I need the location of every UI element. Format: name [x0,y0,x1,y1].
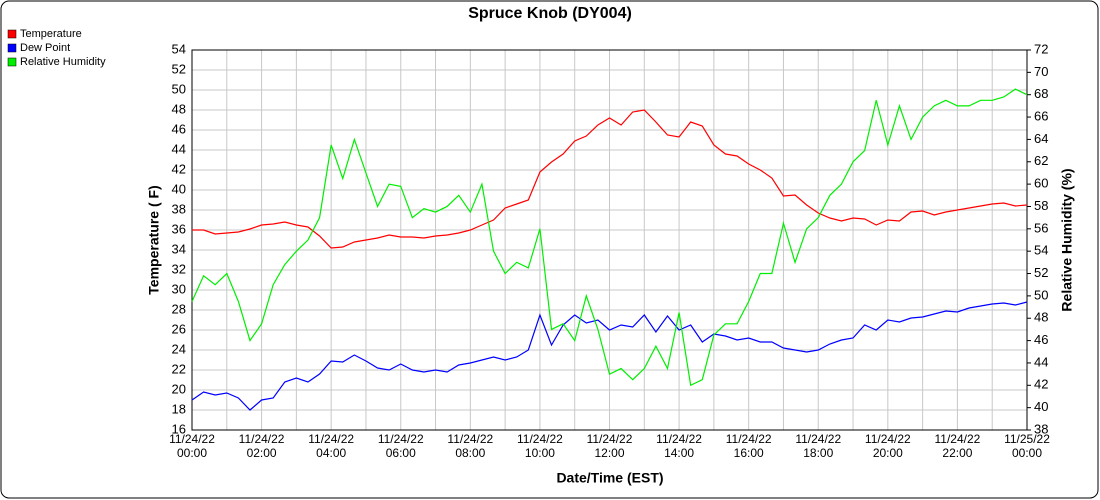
series-line [192,109,1028,249]
y2-tick-label: 60 [1034,176,1048,191]
y2-tick-label: 72 [1034,41,1048,56]
y-tick-label: 50 [172,81,186,96]
x-tick-label: 11/24/22 06:00 [378,432,424,460]
x-tick-label: 11/24/22 00:00 [169,432,215,460]
x-tick-label: 11/24/22 18:00 [795,432,841,460]
y2-tick-label: 50 [1034,287,1048,302]
y-tick-label: 54 [172,41,186,56]
legend-swatch [7,57,17,67]
x-tick-label: 11/25/22 00:00 [1004,432,1050,460]
x-tick-label: 11/24/22 04:00 [308,432,354,460]
legend-label: Relative Humidity [20,56,106,68]
x-tick-label: 11/24/22 02:00 [239,432,285,460]
y2-tick-label: 46 [1034,332,1048,347]
x-tick-label: 11/24/22 20:00 [865,432,911,460]
y2-tick-label: 64 [1034,131,1048,146]
y-tick-label: 16 [172,421,186,436]
y2-tick-label: 52 [1034,265,1048,280]
y-tick-label: 46 [172,121,186,136]
y-tick-label: 42 [172,161,186,176]
legend-label: Dew Point [20,42,70,54]
y2-tick-label: 56 [1034,220,1048,235]
y-axis-title: Temperature ( F) [146,185,162,294]
y-tick-label: 26 [172,321,186,336]
legend-swatch [7,43,17,53]
y-tick-label: 28 [172,301,186,316]
y-tick-label: 22 [172,361,186,376]
y-tick-label: 30 [172,281,186,296]
y-tick-label: 40 [172,181,186,196]
chart-title: Spruce Knob (DY004) [468,5,632,22]
y2-tick-label: 40 [1034,399,1048,414]
y-tick-label: 36 [172,221,186,236]
y2-tick-label: 44 [1034,354,1048,369]
y-tick-label: 38 [172,201,186,216]
legend-swatch [7,29,17,39]
x-axis-title: Date/Time (EST) [556,470,663,486]
series-line [191,88,1028,387]
legend-label: Temperature [20,28,82,40]
x-tick-label: 11/24/22 08:00 [447,432,493,460]
y2-tick-label: 70 [1034,64,1048,79]
y-tick-label: 32 [172,261,186,276]
plot-border [191,49,1028,431]
y2-tick-label: 42 [1034,377,1048,392]
x-tick-label: 11/24/22 22:00 [935,432,981,460]
series-line [191,301,1028,411]
y2-tick-label: 68 [1034,86,1048,101]
y-tick-label: 24 [172,341,186,356]
y2-tick-label: 58 [1034,198,1048,213]
y-tick-label: 44 [172,141,186,156]
x-tick-label: 11/24/22 12:00 [587,432,633,460]
y-tick-label: 52 [172,61,186,76]
x-tick-label: 11/24/22 10:00 [517,432,563,460]
y2-tick-label: 54 [1034,243,1048,258]
y-tick-label: 34 [172,241,186,256]
y2-tick-label: 66 [1034,108,1048,123]
y2-tick-label: 38 [1034,421,1048,436]
y-tick-label: 18 [172,401,186,416]
y2-tick-label: 62 [1034,153,1048,168]
y-tick-label: 20 [172,381,186,396]
x-tick-label: 11/24/22 16:00 [726,432,772,460]
y2-tick-label: 48 [1034,310,1048,325]
y2-axis-title: Relative Humidity (%) [1059,168,1075,311]
x-tick-label: 11/24/22 14:00 [656,432,702,460]
y-tick-label: 48 [172,101,186,116]
